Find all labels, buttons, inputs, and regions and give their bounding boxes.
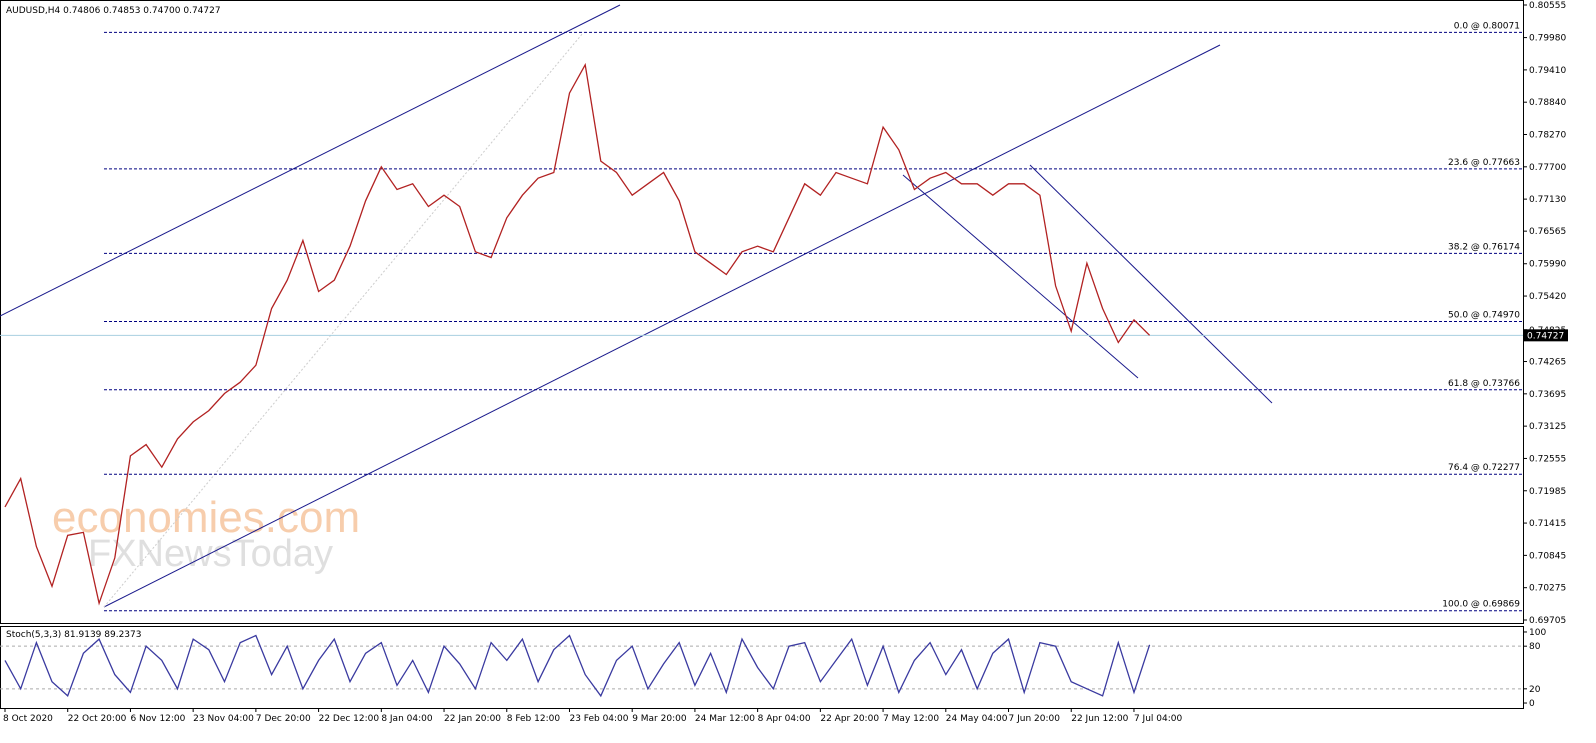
y-tick-label: 0.72555 [1529, 454, 1566, 464]
x-tick-label: 22 Oct 20:00 [68, 714, 127, 724]
y-tick-label: 0.75990 [1529, 260, 1566, 270]
channel-line [1029, 164, 1273, 404]
x-tick-label: 7 Dec 20:00 [256, 714, 311, 724]
fib-label: 100.0 @ 0.69869 [1442, 600, 1520, 610]
x-tick-label: 22 Dec 12:00 [319, 714, 380, 724]
y-tick-label: 0.76565 [1529, 227, 1566, 237]
channel-line [103, 44, 1221, 608]
fib-label: 61.8 @ 0.73766 [1448, 379, 1520, 389]
x-tick-label: 8 Feb 12:00 [507, 714, 561, 724]
x-tick-label: 7 Jul 04:00 [1134, 714, 1183, 724]
y-tick-label: 0.77700 [1529, 163, 1566, 173]
price-line [4, 62, 1151, 606]
main-frame [0, 0, 1524, 624]
x-tick-label: 24 Mar 12:00 [695, 714, 755, 724]
x-tick-label: 8 Jan 04:00 [381, 714, 433, 724]
x-tick-label: 22 Jun 12:00 [1071, 714, 1128, 724]
y-tick-label: 0.70275 [1529, 584, 1566, 594]
x-tick-label: 8 Oct 2020 [3, 714, 53, 724]
last-price-box [1524, 329, 1568, 342]
x-tick-label: 8 Apr 04:00 [758, 714, 811, 724]
watermark: economies.com [52, 493, 360, 542]
fib-label: 0.0 @ 0.80071 [1454, 21, 1520, 31]
x-tick-label: 22 Apr 20:00 [820, 714, 879, 724]
indicator-title: Stoch(5,3,3) 81.9139 89.2373 [6, 630, 141, 640]
x-tick-label: 22 Jan 20:00 [444, 714, 501, 724]
x-tick-label: 9 Mar 20:00 [632, 714, 687, 724]
y-tick-label: 20 [1529, 685, 1541, 695]
y-tick-label: 0.79980 [1529, 34, 1566, 44]
fib-label: 76.4 @ 0.72277 [1448, 463, 1520, 473]
fib-label: 23.6 @ 0.77663 [1448, 158, 1520, 168]
y-tick-label: 0.69705 [1529, 616, 1566, 626]
sub-frame [0, 626, 1524, 709]
y-tick-label: 0.75420 [1529, 292, 1566, 302]
watermark: FXNewsToday [88, 533, 333, 575]
y-tick-label: 0.77130 [1529, 195, 1566, 205]
y-tick-label: 0.73125 [1529, 422, 1566, 432]
fib-label: 38.2 @ 0.76174 [1448, 242, 1520, 252]
y-tick-label: 0.71985 [1529, 487, 1566, 497]
symbol-header: AUDUSD,H4 0.74806 0.74853 0.74700 0.7472… [6, 6, 221, 16]
fib-baseline [103, 32, 584, 608]
y-tick-label: 0.71415 [1529, 519, 1566, 529]
last-price-label: 0.74727 [1527, 331, 1564, 341]
y-tick-label: 0 [1529, 699, 1535, 709]
x-tick-label: 6 Nov 12:00 [130, 714, 185, 724]
x-tick-label: 7 Jun 20:00 [1009, 714, 1061, 724]
y-tick-label: 0.78840 [1529, 98, 1566, 108]
y-tick-label: 0.74265 [1529, 358, 1566, 368]
y-tick-label: 0.79410 [1529, 66, 1566, 76]
y-tick-label: 0.78270 [1529, 131, 1566, 141]
channel-line [0, 4, 621, 317]
x-tick-label: 23 Feb 04:00 [569, 714, 628, 724]
y-tick-label: 80 [1529, 642, 1541, 652]
y-tick-label: 0.70845 [1529, 551, 1566, 561]
y-tick-label: 0.80555 [1529, 1, 1566, 11]
fib-label: 50.0 @ 0.74970 [1448, 311, 1520, 321]
price-line [4, 634, 1151, 698]
x-tick-label: 7 May 12:00 [883, 714, 939, 724]
y-tick-label: 0.73695 [1529, 390, 1566, 400]
trendlines [0, 4, 1273, 608]
x-tick-label: 24 May 04:00 [946, 714, 1008, 724]
y-tick-label: 100 [1529, 628, 1546, 638]
channel-line [902, 174, 1139, 379]
x-tick-label: 23 Nov 04:00 [193, 714, 254, 724]
